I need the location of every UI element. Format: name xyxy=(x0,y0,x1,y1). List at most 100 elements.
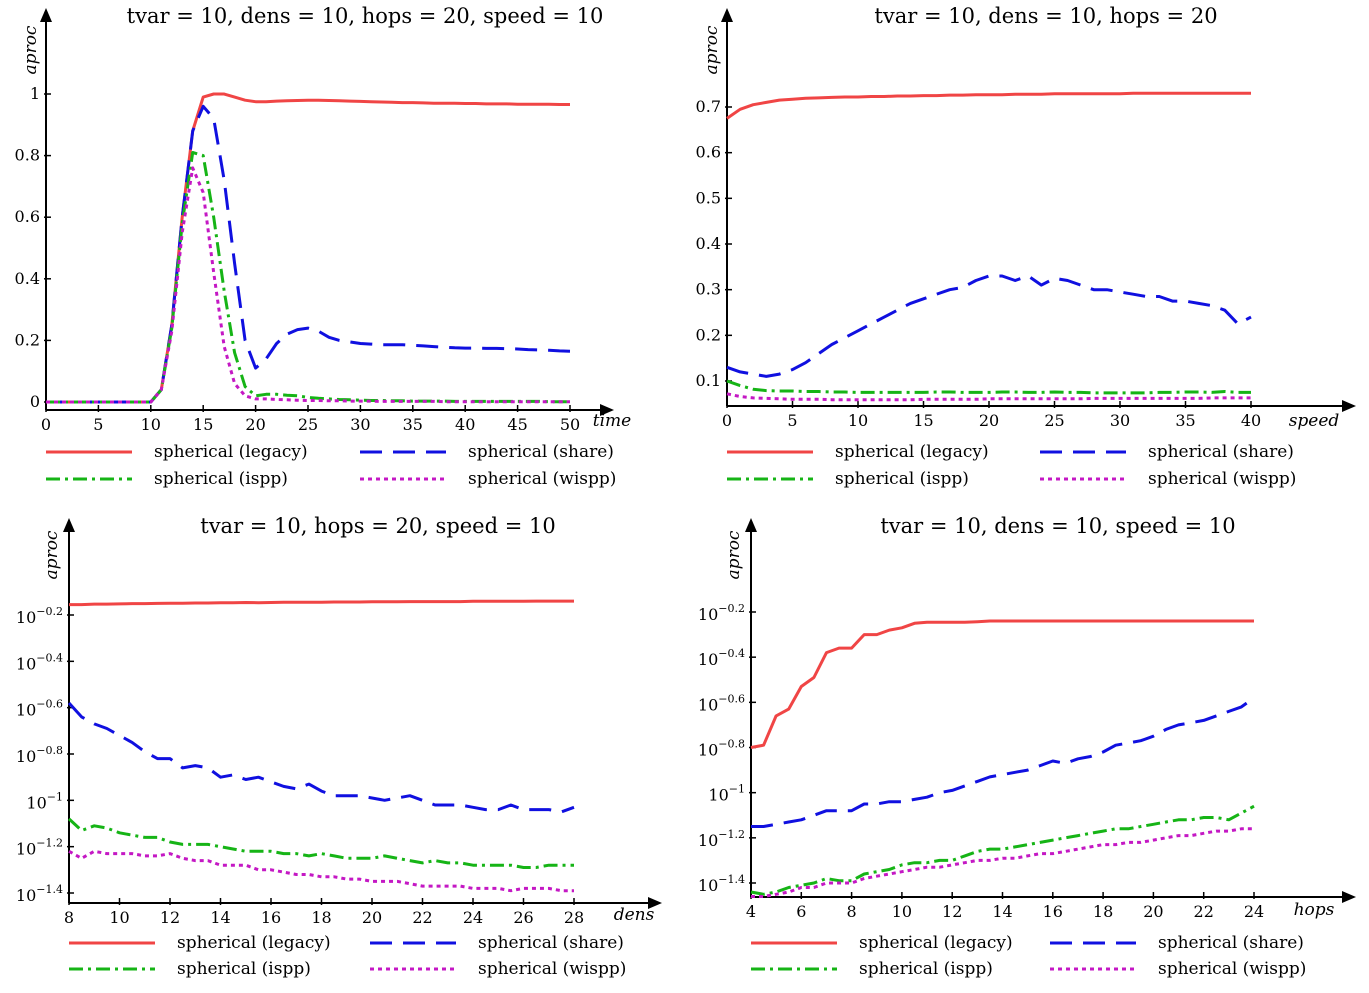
y-tick-label: 0.6 xyxy=(696,143,721,162)
y-tick-label: 0.7 xyxy=(696,97,721,116)
x-tick-label: 12 xyxy=(160,908,180,927)
x-tick-label: 0 xyxy=(41,415,51,434)
y-axis-arrow xyxy=(40,8,52,22)
y-tick-label: 0.8 xyxy=(15,146,40,165)
y-tick-label: 0.1 xyxy=(696,371,721,390)
chart-title: tvar = 10, dens = 10, hops = 20 xyxy=(874,4,1217,28)
series-line-ispp xyxy=(67,817,574,869)
x-tick-label: 14 xyxy=(992,902,1012,921)
x-tick-label: 15 xyxy=(193,415,213,434)
legend: spherical (legacy) spherical (share) spher… xyxy=(727,442,1296,489)
x-tick-label: 20 xyxy=(245,415,265,434)
legend-label-ispp: spherical (ispp) xyxy=(154,469,288,489)
series-line-wispp xyxy=(46,166,570,404)
y-tick-label: 10−0.6 xyxy=(16,698,63,720)
x-tick-label: 30 xyxy=(1110,411,1130,430)
y-tick-label: 10−1.4 xyxy=(16,883,63,905)
y-axis-label: aproc xyxy=(702,25,722,74)
y-tick-label: 0.4 xyxy=(696,234,721,253)
x-axis-label: dens xyxy=(614,905,655,925)
x-tick-label: 6 xyxy=(796,902,806,921)
x-tick-label: 40 xyxy=(455,415,475,434)
x-tick-label: 0 xyxy=(722,411,732,430)
legend-label-ispp: spherical (ispp) xyxy=(835,469,969,489)
x-axis-arrow xyxy=(1342,891,1356,903)
x-axis-arrow xyxy=(648,897,662,909)
y-tick-label: 10−0.8 xyxy=(16,744,63,766)
x-tick-label: 50 xyxy=(560,415,580,434)
x-tick-label: 24 xyxy=(1244,902,1264,921)
legend: spherical (legacy) spherical (share) spher… xyxy=(46,442,616,489)
x-tick-label: 14 xyxy=(210,908,230,927)
legend-label-ispp: spherical (ispp) xyxy=(859,959,993,979)
x-tick-label: 16 xyxy=(261,908,281,927)
legend: spherical (legacy) spherical (share) spher… xyxy=(69,933,626,979)
y-tick-label: 0.2 xyxy=(15,330,40,349)
y-tick-label: 0 xyxy=(30,392,40,411)
x-tick-label: 30 xyxy=(350,415,370,434)
x-tick-label: 10 xyxy=(141,415,161,434)
series-line-wispp xyxy=(68,849,574,893)
x-tick-label: 40 xyxy=(1241,411,1261,430)
x-tick-label: 10 xyxy=(109,908,129,927)
y-tick-label: 10−0.2 xyxy=(16,605,63,627)
x-tick-label: 18 xyxy=(311,908,331,927)
chart-title: tvar = 10, dens = 10, hops = 20, speed =… xyxy=(127,4,604,28)
chart-panel-3: tvar = 10, hops = 20, speed = 10 dens apro… xyxy=(16,514,662,979)
x-tick-label: 20 xyxy=(362,908,382,927)
y-tick-label: 0.3 xyxy=(696,280,721,299)
x-axis-label: time xyxy=(593,411,631,431)
x-tick-label: 10 xyxy=(848,411,868,430)
y-axis-label: aproc xyxy=(724,530,744,579)
series-line-wispp xyxy=(751,827,1254,898)
y-tick-label: 10−0.4 xyxy=(698,647,745,669)
series-line-share xyxy=(751,696,1255,828)
x-tick-label: 4 xyxy=(746,902,756,921)
y-tick-label: 10−1.2 xyxy=(698,828,745,850)
y-axis-arrow xyxy=(63,518,75,532)
x-tick-label: 28 xyxy=(564,908,584,927)
chart-panel-1: tvar = 10, dens = 10, hops = 20, speed =… xyxy=(15,4,632,489)
y-tick-label: 10−1.4 xyxy=(698,873,745,895)
legend-label-ispp: spherical (ispp) xyxy=(177,959,311,979)
x-tick-label: 8 xyxy=(64,908,74,927)
y-tick-label: 0.4 xyxy=(15,269,40,288)
legend-label-wispp: spherical (wispp) xyxy=(1158,959,1306,979)
series-line-legacy xyxy=(46,92,570,404)
x-tick-label: 18 xyxy=(1093,902,1113,921)
legend-label-share: spherical (share) xyxy=(468,442,614,462)
y-axis-arrow xyxy=(721,8,733,22)
x-tick-label: 8 xyxy=(847,902,857,921)
series-line-wispp xyxy=(726,392,1251,402)
y-tick-label: 0.2 xyxy=(696,325,721,344)
x-tick-label: 10 xyxy=(892,902,912,921)
x-axis-arrow xyxy=(1342,400,1356,412)
legend-label-legacy: spherical (legacy) xyxy=(835,442,989,462)
legend-label-share: spherical (share) xyxy=(478,933,624,953)
x-tick-label: 16 xyxy=(1043,902,1063,921)
legend-label-legacy: spherical (legacy) xyxy=(154,442,308,462)
y-tick-label: 10−1.2 xyxy=(16,837,63,859)
y-tick-label: 0.6 xyxy=(15,207,40,226)
legend-label-wispp: spherical (wispp) xyxy=(468,469,616,489)
x-tick-label: 15 xyxy=(913,411,933,430)
x-tick-label: 35 xyxy=(403,415,423,434)
x-tick-label: 5 xyxy=(787,411,797,430)
x-tick-label: 22 xyxy=(412,908,432,927)
x-tick-label: 24 xyxy=(463,908,483,927)
y-tick-label: 10−0.8 xyxy=(698,738,745,760)
x-tick-label: 22 xyxy=(1194,902,1214,921)
x-tick-label: 25 xyxy=(1044,411,1064,430)
y-axis-label: aproc xyxy=(21,25,41,74)
series-line-share xyxy=(726,274,1252,378)
series-line-legacy xyxy=(69,599,574,607)
series-line-share xyxy=(46,104,571,404)
legend-label-share: spherical (share) xyxy=(1148,442,1294,462)
y-axis-label: aproc xyxy=(42,530,62,579)
x-tick-label: 35 xyxy=(1175,411,1195,430)
x-axis-label: speed xyxy=(1289,411,1340,431)
series-line-ispp xyxy=(726,379,1251,395)
x-tick-label: 20 xyxy=(1143,902,1163,921)
legend-label-share: spherical (share) xyxy=(1158,933,1304,953)
